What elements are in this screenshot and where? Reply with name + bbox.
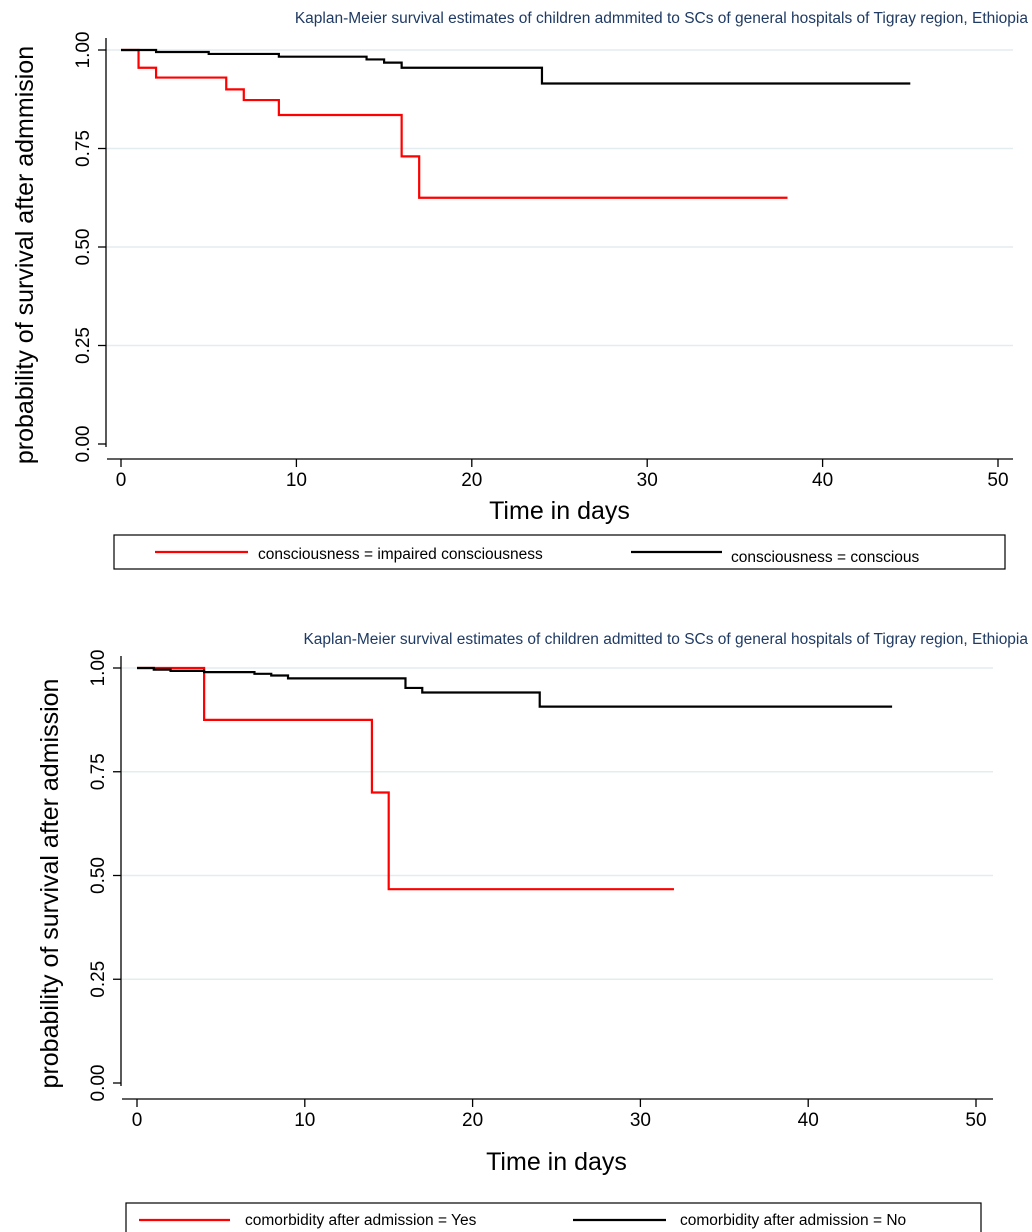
chart-title: Kaplan-Meier survival estimates of child… (295, 10, 1029, 27)
km-curve-series-1 (121, 48, 788, 199)
x-tick-label: 0 (116, 470, 127, 491)
legend-label-series-2: consciousness = conscious (731, 549, 920, 566)
legend-box (125, 1202, 982, 1232)
chart-2: Kaplan-Meier survival estimates of child… (36, 631, 1028, 1232)
x-tick-label: 40 (798, 1110, 819, 1131)
y-axis-title: probability of survival after admmision (11, 46, 39, 464)
x-tick-label: 30 (630, 1110, 651, 1131)
legend-label-series-1: comorbidity after admission = Yes (245, 1212, 477, 1229)
km-curve-series-1 (137, 666, 674, 891)
y-tick-label: 0.25 (88, 961, 109, 998)
legend-label-series-1: consciousness = impaired consciousness (258, 546, 543, 563)
x-tick-label: 40 (812, 470, 833, 491)
x-tick-label: 10 (286, 470, 307, 491)
x-axis-title: Time in days (486, 1148, 627, 1176)
y-tick-label: 0.75 (88, 753, 109, 790)
x-tick-label: 20 (462, 1110, 483, 1131)
x-tick-label: 0 (132, 1110, 143, 1131)
y-tick-label: 1.00 (73, 32, 94, 69)
x-tick-label: 50 (987, 470, 1008, 491)
legend-label-series-2: comorbidity after admission = No (680, 1212, 906, 1229)
x-tick-label: 50 (965, 1110, 986, 1131)
y-tick-label: 0.75 (73, 130, 94, 167)
x-axis-title: Time in days (489, 497, 630, 525)
x-tick-label: 10 (294, 1110, 315, 1131)
y-axis-title: probability of survival after admission (36, 679, 64, 1089)
legend-box (113, 534, 1006, 570)
x-tick-label: 30 (637, 470, 658, 491)
y-tick-label: 1.00 (88, 650, 109, 687)
km-curve-series-2 (121, 48, 911, 85)
y-tick-label: 0.00 (73, 426, 94, 463)
y-tick-label: 0.00 (88, 1065, 109, 1102)
y-tick-label: 0.50 (88, 857, 109, 894)
chart-1: Kaplan-Meier survival estimates of child… (11, 10, 1029, 570)
km-curve-series-2 (137, 666, 893, 708)
y-tick-label: 0.25 (73, 327, 94, 364)
y-tick-label: 0.50 (73, 229, 94, 266)
x-tick-label: 20 (461, 470, 482, 491)
chart-title: Kaplan-Meier survival estimates of child… (303, 631, 1028, 648)
